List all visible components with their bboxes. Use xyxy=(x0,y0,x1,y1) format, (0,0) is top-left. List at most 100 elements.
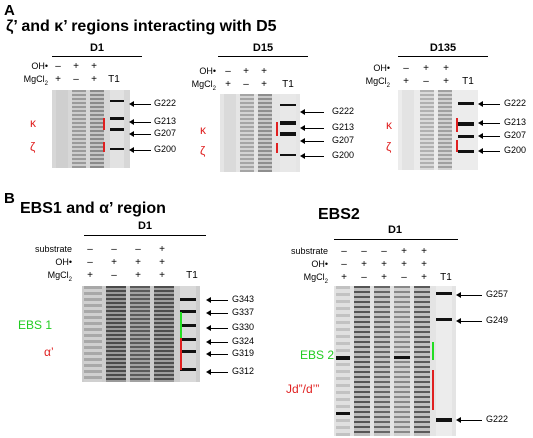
marker-label: G207 xyxy=(154,128,177,138)
mg-sym: + xyxy=(225,79,231,90)
marker-label: G337 xyxy=(232,307,255,317)
sub-sym: – xyxy=(87,244,93,255)
marker-label: G213 xyxy=(154,116,177,126)
mg-sym: T1 xyxy=(440,272,452,283)
marker-label: G200 xyxy=(332,150,355,160)
oh-sym: + xyxy=(135,257,141,268)
marker-label: G312 xyxy=(232,366,255,376)
mg-sym: + xyxy=(91,74,97,85)
marker-label: G343 xyxy=(232,294,255,304)
arrow-icon xyxy=(129,131,151,137)
kappa-bar xyxy=(456,118,458,132)
oh-label: OH• xyxy=(199,66,216,76)
ebs1-label: EBS 1 xyxy=(18,318,53,332)
mg-sym: – xyxy=(401,272,407,283)
ebs2-label: EBS 2 xyxy=(300,348,335,362)
mg-sym: T1 xyxy=(186,270,198,281)
oh-sym: – xyxy=(341,259,347,270)
gel-a3-title: D135 xyxy=(429,42,457,54)
mg-sym: + xyxy=(381,272,387,283)
gel-b1-rule xyxy=(84,235,206,236)
mg-sym: + xyxy=(341,272,347,283)
oh-sym: + xyxy=(243,66,249,77)
marker-label: G249 xyxy=(486,315,509,325)
oh-sym: – xyxy=(87,257,93,268)
marker-label: G207 xyxy=(504,130,527,140)
mg-sym: + xyxy=(421,272,427,283)
panel-b-right-title: EBS2 xyxy=(318,206,360,223)
gel-a2-title: D15 xyxy=(252,42,274,54)
panel-b-letter: B xyxy=(4,190,15,207)
gel-b2-title: D1 xyxy=(387,224,403,236)
sub-sym: – xyxy=(381,246,387,257)
mgcl2-label: MgCl2 xyxy=(23,74,48,87)
oh-sym: + xyxy=(91,61,97,72)
oh-sym: + xyxy=(159,257,165,268)
arrow-icon xyxy=(206,297,228,303)
oh-sym: + xyxy=(401,259,407,270)
sub-sym: + xyxy=(401,246,407,257)
arrow-icon xyxy=(129,147,151,153)
gel-a2-rule xyxy=(218,56,308,57)
gel-image xyxy=(82,286,200,382)
oh-sym: + xyxy=(361,259,367,270)
mgcl2-label: MgCl2 xyxy=(47,270,72,283)
arrow-icon xyxy=(300,153,324,159)
arrow-icon xyxy=(300,109,324,115)
kappa-bar xyxy=(276,122,278,136)
arrow-icon xyxy=(300,138,324,144)
mg-sym: + xyxy=(87,270,93,281)
gel-a1-rule xyxy=(52,56,142,57)
marker-label: G200 xyxy=(154,144,177,154)
sub-sym: + xyxy=(421,246,427,257)
marker-label: G222 xyxy=(486,414,509,424)
sub-sym: – xyxy=(361,246,367,257)
alpha-bar xyxy=(180,338,182,370)
marker-label: G330 xyxy=(232,322,255,332)
zeta-label: ζ xyxy=(200,144,206,158)
oh-sym: + xyxy=(381,259,387,270)
mg-sym: – xyxy=(361,272,367,283)
mgcl2-label: MgCl2 xyxy=(365,76,390,89)
arrow-icon xyxy=(478,133,500,139)
zeta-bar xyxy=(456,140,458,152)
gel-image xyxy=(334,286,456,436)
gel-a3-rule xyxy=(398,56,488,57)
marker-label: G222 xyxy=(504,98,527,108)
gel-a1-title: D1 xyxy=(89,42,105,54)
mg-sym: + xyxy=(403,76,409,87)
oh-sym: + xyxy=(73,61,79,72)
arrow-icon xyxy=(456,318,482,324)
mg-sym: + xyxy=(135,270,141,281)
sub-sym: + xyxy=(159,244,165,255)
oh-sym: + xyxy=(423,63,429,74)
gel-b1-title: D1 xyxy=(137,220,153,232)
mgcl2-label: MgCl2 xyxy=(191,79,216,92)
panel-a-letter: A xyxy=(4,2,15,19)
marker-label: G213 xyxy=(504,117,527,127)
arrow-icon xyxy=(300,125,324,131)
ebs2-bar xyxy=(432,342,434,360)
gel-image xyxy=(220,94,300,172)
oh-sym: + xyxy=(443,63,449,74)
jd-label: Jd”/d’” xyxy=(286,382,320,396)
mg-sym: + xyxy=(159,270,165,281)
arrow-icon xyxy=(129,101,151,107)
kappa-label: κ xyxy=(30,116,36,130)
mg-sym: – xyxy=(73,74,79,85)
alpha-label: α’ xyxy=(44,345,54,359)
kappa-bar xyxy=(103,118,105,130)
mg-sym: + xyxy=(261,79,267,90)
oh-sym: – xyxy=(55,61,61,72)
mg-sym: – xyxy=(243,79,249,90)
gel-image xyxy=(398,90,478,170)
arrow-icon xyxy=(478,148,500,154)
arrow-icon xyxy=(478,101,500,107)
arrow-icon xyxy=(206,310,228,316)
mg-sym: – xyxy=(111,270,117,281)
arrow-icon xyxy=(456,417,482,423)
zeta-bar xyxy=(276,143,278,153)
mg-sym: + xyxy=(55,74,61,85)
jd-bar xyxy=(432,370,434,410)
zeta-bar xyxy=(103,142,105,152)
